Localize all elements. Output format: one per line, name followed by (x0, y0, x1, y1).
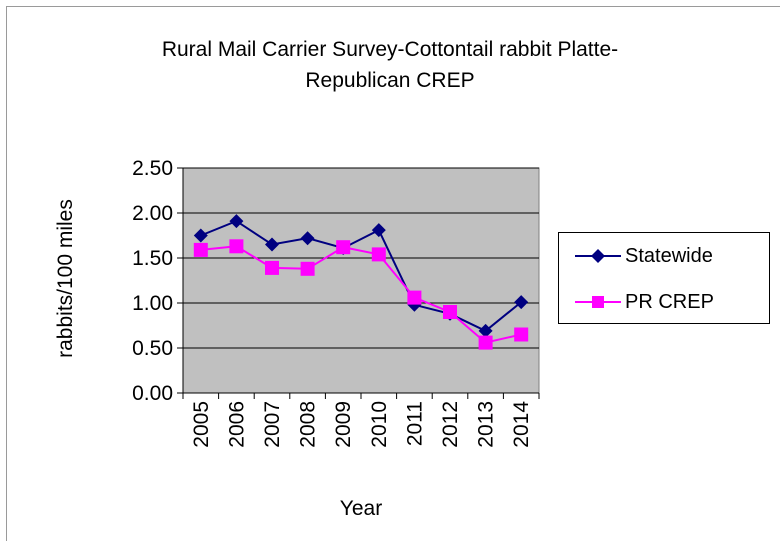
y-tick-label: 2.50 (132, 157, 173, 180)
x-tick-label: 2014 (510, 401, 533, 448)
y-tick-label: 1.50 (132, 247, 173, 270)
series-line-0 (200, 219, 522, 333)
series-line-1 (200, 245, 522, 344)
x-tick-label: 2009 (332, 401, 355, 448)
x-tick-label: 2008 (297, 401, 320, 448)
chart-legend: Statewide PR CREP (558, 232, 770, 324)
data-point-statewide (300, 231, 315, 246)
data-point-statewide (514, 295, 529, 310)
data-point-pr-crep (193, 242, 208, 257)
y-tick-label: 1.00 (132, 292, 173, 315)
x-axis-title: Year (340, 497, 382, 520)
data-point-statewide (265, 237, 279, 252)
chart-title: Rural Mail Carrier Survey-Cottontail rab… (161, 38, 619, 92)
legend-label-statewide: Statewide (625, 244, 713, 267)
y-tick-label: 2.00 (132, 202, 173, 225)
y-axis-title: rabbits/100 miles (54, 199, 77, 358)
data-point-statewide (371, 223, 386, 238)
y-tick-label: 0.00 (132, 382, 173, 405)
data-point-pr-crep (300, 261, 315, 276)
data-point-pr-crep (371, 247, 386, 262)
x-tick-label: 2011 (403, 401, 426, 446)
x-tick-label: 2013 (475, 401, 498, 448)
plot-area (182, 167, 540, 394)
chart-frame (6, 6, 780, 541)
x-tick-label: 2007 (261, 401, 284, 448)
data-point-statewide (229, 214, 244, 229)
legend-pr-crep-swatch (575, 296, 621, 308)
x-tick-label: 2010 (368, 401, 391, 448)
data-point-pr-crep (514, 327, 529, 342)
data-point-pr-crep (265, 260, 279, 275)
legend-label-pr-crep: PR CREP (625, 290, 714, 313)
legend-item-statewide: Statewide (573, 243, 713, 269)
x-tick-label: 2012 (439, 401, 462, 448)
x-tick-label: 2006 (225, 401, 248, 448)
data-point-pr-crep (443, 305, 457, 319)
data-point-pr-crep (229, 239, 244, 254)
data-point-statewide (478, 323, 493, 338)
data-point-statewide (193, 228, 208, 243)
legend-item-pr-crep: PR CREP (573, 289, 714, 315)
y-tick-label: 0.50 (132, 337, 173, 360)
data-point-pr-crep (478, 335, 493, 350)
data-point-pr-crep (336, 240, 351, 255)
x-tick-label: 2005 (190, 401, 213, 448)
data-point-pr-crep (407, 290, 422, 305)
legend-statewide-swatch (575, 249, 621, 263)
